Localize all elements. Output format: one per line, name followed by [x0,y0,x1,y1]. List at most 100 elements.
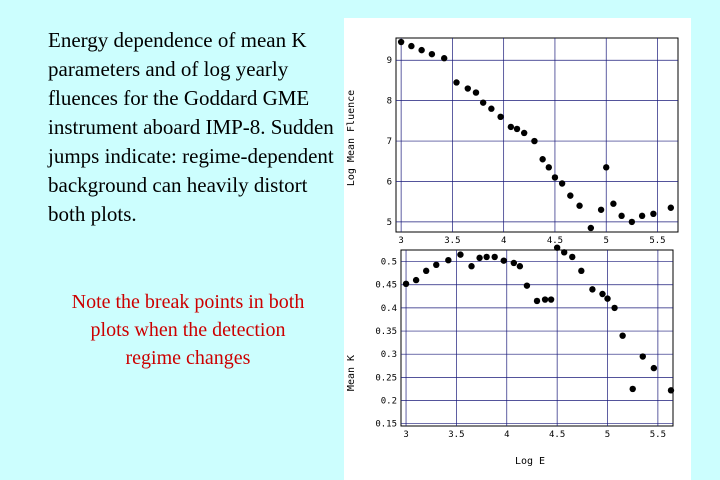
fluence-data-point [479,99,487,106]
mean-k-y-ticks: 0.15 0.2 0.25 0.3 0.35 0.4 0.45 0.5 [375,258,397,430]
mean-k-data-point [516,263,524,270]
note-text: Note the break points in both plots when… [71,291,305,369]
fluence-data-point [418,46,425,54]
mean-k-y-tick-label: 0.25 [375,373,397,383]
fluence-data-point [610,200,617,207]
mean-k-data-point [433,261,440,269]
fluence-data-point [618,212,625,220]
mean-k-data-point [476,254,483,262]
fluence-y-tick-label: 7 [387,137,392,147]
fluence-data-point [603,164,610,171]
mean-k-grid [401,250,673,426]
mean-k-y-tick-label: 0.35 [375,327,397,337]
fluence-data-point [531,137,538,145]
fluence-data-point [587,224,595,232]
mean-k-data-point [547,296,555,303]
fluence-data-point [488,105,495,112]
mean-k-x-axis-label: Log E [515,456,545,467]
fluence-data-point [520,129,528,137]
fluence-plot-frame [395,37,679,233]
mean-k-y-tick-label: 0.2 [381,397,397,407]
mean-k-data-point [604,295,611,302]
mean-k-data-point [541,296,549,303]
fluence-data-point [513,125,521,133]
fluence-data-point [507,123,515,131]
mean-k-data-point [561,249,568,256]
fluence-data-point [667,204,675,211]
fluence-data-point [567,192,574,199]
fluence-y-axis-label: Log Mean Fluence [346,90,357,186]
mean-k-y-tick-label: 0.4 [381,304,397,314]
mean-k-data-point [422,267,430,275]
mean-k-points [402,244,675,394]
mean-k-data-point [611,304,618,312]
fluence-points [397,38,675,232]
mean-k-data-point [629,385,636,393]
mean-k-y-tick-label: 0.45 [375,281,397,291]
fluence-data-point [497,113,504,121]
mean-k-data-point [500,257,507,264]
mean-k-plot-frame [400,249,674,427]
mean-k-x-tick-label: 4.5 [549,430,565,440]
mean-k-data-point [599,290,606,298]
mean-k-data-point [457,251,464,258]
fluence-x-tick-label: 4.5 [547,236,563,246]
mean-k-data-point [553,244,561,251]
description-text: Energy dependence of mean K parameters a… [48,28,334,226]
fluence-chart: 5 6 7 8 9 3 3.5 4 4.5 5 5.5 Log Mean Fluence [346,37,679,246]
fluence-y-tick-label: 9 [387,56,392,66]
fluence-data-point [597,206,605,213]
mean-k-data-point [569,253,576,261]
mean-k-x-tick-label: 3.5 [448,430,464,440]
mean-k-x-tick-label: 3 [403,430,408,440]
chart-figure: 5 6 7 8 9 3 3.5 4 4.5 5 5.5 Log Mean Fluence 0.15… [344,18,691,480]
mean-k-x-tick-label: 5 [605,430,610,440]
mean-k-data-point [402,280,410,288]
mean-k-data-point [468,263,475,270]
fluence-data-point [576,202,583,209]
fluence-x-tick-label: 3.5 [444,236,460,246]
mean-k-data-point [523,282,531,289]
mean-k-y-tick-label: 0.3 [381,350,397,360]
mean-k-y-tick-label: 0.15 [375,420,397,430]
mean-k-data-point [578,267,585,275]
fluence-y-tick-label: 6 [387,177,392,187]
fluence-data-point [440,55,448,62]
mean-k-data-point [639,353,646,360]
fluence-x-tick-label: 3 [398,236,403,246]
fluence-data-point [628,218,636,226]
fluence-data-point [428,50,436,58]
mean-k-data-point [483,253,490,261]
mean-k-data-point [445,256,452,264]
fluence-y-ticks: 5 6 7 8 9 [387,56,392,228]
fluence-y-tick-label: 5 [387,218,392,228]
mean-k-data-point [533,297,541,305]
mean-k-data-point [619,332,626,339]
fluence-data-point [638,212,646,220]
fluence-data-point [464,85,471,92]
mean-k-data-point [667,387,675,394]
fluence-data-point [453,79,460,86]
fluence-data-point [551,174,559,181]
fluence-data-point [545,164,552,171]
fluence-data-point [408,42,415,50]
fluence-data-point [397,38,405,46]
mean-k-chart: 0.15 0.2 0.25 0.3 0.35 0.4 0.45 0.5 3 3.5 4 4.5 5 5.… [346,244,675,467]
mean-k-y-axis-label: Mean K [346,355,357,391]
mean-k-data-point [650,364,658,372]
fluence-data-point [650,210,657,218]
mean-k-data-point [510,259,518,267]
mean-k-data-point [412,276,420,284]
fluence-grid [396,38,678,232]
fluence-x-tick-label: 5.5 [649,236,665,246]
mean-k-x-tick-label: 5.5 [650,430,666,440]
mean-k-data-point [589,286,596,293]
chart-svg: 5 6 7 8 9 3 3.5 4 4.5 5 5.5 Log Mean Fluence 0.15… [346,37,679,467]
mean-k-x-tick-label: 4 [504,430,509,440]
fluence-x-ticks: 3 3.5 4 4.5 5 5.5 [398,236,665,246]
mean-k-data-point [491,253,498,261]
fluence-x-tick-label: 5 [604,236,609,246]
fluence-data-point [558,180,566,187]
mean-k-y-tick-label: 0.5 [381,258,397,268]
fluence-data-point [472,89,480,96]
